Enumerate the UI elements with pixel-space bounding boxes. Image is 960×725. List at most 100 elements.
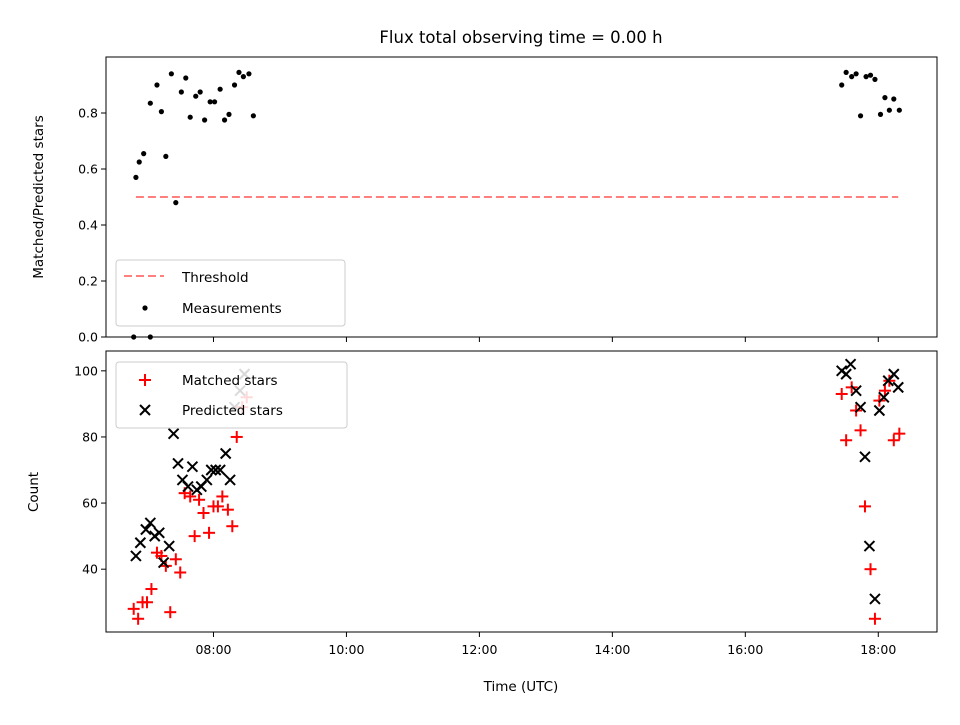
matched-star-point <box>893 427 906 440</box>
measurement-point <box>891 96 897 102</box>
matched-star-point <box>835 387 848 400</box>
x-tick-label: 10:00 <box>328 642 364 657</box>
predicted-star-point <box>163 540 175 552</box>
predicted-star-point <box>850 384 862 397</box>
measurement-point <box>240 74 246 80</box>
measurement-point <box>226 111 232 117</box>
x-tick-label: 18:00 <box>860 642 896 657</box>
predicted-star-point <box>182 480 194 493</box>
predicted-star-point <box>844 358 857 370</box>
predicted-star-point <box>892 381 904 394</box>
matched-star-point <box>887 434 900 447</box>
matched-star-point <box>840 434 853 447</box>
measurement-point <box>147 100 153 106</box>
matched-star-point <box>216 490 229 503</box>
predicted-star-point <box>172 457 184 470</box>
predicted-star-point <box>157 556 170 569</box>
predicted-star-point <box>130 550 142 562</box>
x-axis-label: Time (UTC) <box>483 679 559 695</box>
matched-star-point <box>211 500 224 513</box>
bottom-y-ticks: 40 60 80 100 <box>74 363 106 577</box>
top-x-ticks <box>212 337 879 342</box>
matched-star-point <box>858 500 871 513</box>
x-tick-label: 16:00 <box>727 642 763 657</box>
predicted-star-point <box>201 474 213 486</box>
measurement-point <box>154 82 160 88</box>
matched-star-point <box>184 490 197 503</box>
bottom-legend-box <box>115 361 348 429</box>
predicted-star-point <box>140 523 152 536</box>
measurement-point <box>136 159 142 165</box>
matched-star-point <box>203 526 216 539</box>
legend-measurements-swatch <box>142 305 148 311</box>
predicted-star-point <box>186 460 199 473</box>
measurement-point <box>163 153 169 159</box>
predicted-star-point <box>859 451 871 463</box>
measurement-point <box>221 117 228 123</box>
matched-star-point <box>221 503 234 516</box>
measurement-point <box>839 82 845 88</box>
predicted-star-point <box>134 537 147 549</box>
y-tick-label: 80 <box>82 429 98 444</box>
measurement-point <box>173 200 179 206</box>
measurement-point <box>183 75 189 81</box>
measurement-point <box>168 71 174 77</box>
measurement-point <box>843 69 849 75</box>
measurement-point <box>202 117 208 123</box>
measurement-point <box>896 107 902 113</box>
measurement-point <box>133 174 139 180</box>
matched-star-point <box>193 493 206 506</box>
legend-measurements-label: Measurements <box>182 301 282 317</box>
bottom-y-axis-label: Count <box>26 472 42 512</box>
measurement-point <box>147 334 153 340</box>
top-axes-frame <box>105 56 938 338</box>
matched-star-point <box>878 384 891 397</box>
measurement-point <box>158 109 164 115</box>
measurement-point <box>193 93 199 99</box>
measurement-point <box>246 71 252 77</box>
x-tick-label: 12:00 <box>461 642 497 657</box>
matched-star-point <box>197 506 210 519</box>
measurement-point <box>236 69 242 75</box>
matched-star-point <box>188 530 201 543</box>
y-tick-label: 0.4 <box>78 218 98 233</box>
chart-title: Flux total observing time = 0.00 h <box>379 28 662 47</box>
x-tick-label: 14:00 <box>594 642 630 657</box>
predicted-star-point <box>854 401 867 413</box>
predicted-star-point <box>153 527 165 539</box>
measurement-point <box>857 113 864 119</box>
y-tick-label: 60 <box>82 496 98 511</box>
predicted-star-point <box>840 368 852 380</box>
top-legend-box <box>115 259 346 327</box>
measurement-point <box>141 151 147 157</box>
matched-star-point <box>169 553 182 566</box>
bottom-x-ticks: 08:00 10:00 12:00 14:00 16:00 18:00 <box>195 632 896 657</box>
legend-predicted-label: Predicted stars <box>182 403 283 419</box>
bottom-legend: Matched stars Predicted stars <box>115 361 348 429</box>
predicted-star-point <box>863 540 876 552</box>
predicted-star-point <box>869 593 881 605</box>
matched-star-point <box>145 583 158 596</box>
top-legend: Threshold Measurements <box>115 259 346 327</box>
measurement-point <box>187 114 193 120</box>
measurement-point <box>872 76 878 82</box>
top-panel: Flux total observing time = 0.00 h Match… <box>31 28 938 345</box>
matched-star-point <box>164 606 177 619</box>
measurement-point <box>877 111 884 117</box>
y-tick-label: 0.8 <box>78 106 98 121</box>
measurement-point <box>853 71 859 77</box>
measurement-point <box>886 107 892 113</box>
measurement-point <box>863 74 869 80</box>
y-tick-label: 0.6 <box>78 162 98 177</box>
predicted-star-point <box>873 404 886 417</box>
matched-star-point <box>230 430 243 443</box>
bottom-panel: Count Time (UTC) 40 60 80 100 08:00 10:00 12:… <box>26 350 938 695</box>
measurement-point <box>250 113 256 119</box>
measurement-point <box>207 99 213 105</box>
legend-matched-swatch <box>139 374 151 386</box>
predicted-star-point <box>224 474 236 486</box>
legend-matched-label: Matched stars <box>182 373 278 389</box>
legend-threshold-label: Threshold <box>181 270 249 286</box>
